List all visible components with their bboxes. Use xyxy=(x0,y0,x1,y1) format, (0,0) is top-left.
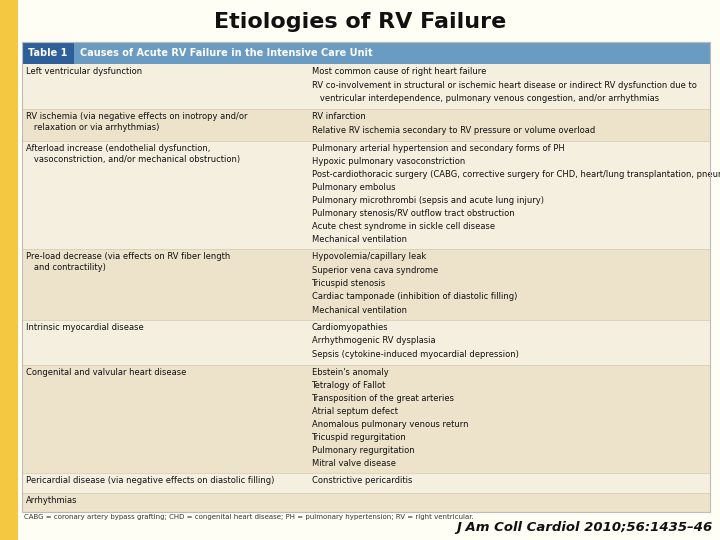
Text: RV ischemia (via negative effects on inotropy and/or
   relaxation or via arrhyt: RV ischemia (via negative effects on ino… xyxy=(26,112,248,132)
Bar xyxy=(22,42,710,512)
Bar xyxy=(22,141,710,249)
Text: CABG = coronary artery bypass grafting; CHD = congenital heart disease; PH = pul: CABG = coronary artery bypass grafting; … xyxy=(24,514,474,520)
Bar xyxy=(22,109,710,141)
Bar xyxy=(22,473,710,492)
Text: Acute chest syndrome in sickle cell disease: Acute chest syndrome in sickle cell dise… xyxy=(312,222,495,231)
Bar xyxy=(22,249,710,320)
Bar xyxy=(22,42,710,64)
Text: Hypoxic pulmonary vasoconstriction: Hypoxic pulmonary vasoconstriction xyxy=(312,157,465,166)
Text: RV infarction: RV infarction xyxy=(312,112,365,121)
Text: Anomalous pulmonary venous return: Anomalous pulmonary venous return xyxy=(312,420,468,429)
Text: Pulmonary regurgitation: Pulmonary regurgitation xyxy=(312,446,414,455)
Text: Constrictive pericarditis: Constrictive pericarditis xyxy=(312,476,412,485)
Bar xyxy=(22,42,74,64)
Text: Relative RV ischemia secondary to RV pressure or volume overload: Relative RV ischemia secondary to RV pre… xyxy=(312,126,595,135)
Text: Afterload increase (endothelial dysfunction,
   vasoconstriction, and/or mechani: Afterload increase (endothelial dysfunct… xyxy=(26,144,240,164)
Text: Atrial septum defect: Atrial septum defect xyxy=(312,407,397,416)
Text: Pulmonary microthrombi (sepsis and acute lung injury): Pulmonary microthrombi (sepsis and acute… xyxy=(312,196,544,205)
Text: Etiologies of RV Failure: Etiologies of RV Failure xyxy=(214,12,506,32)
Text: Causes of Acute RV Failure in the Intensive Care Unit: Causes of Acute RV Failure in the Intens… xyxy=(80,48,373,58)
Bar xyxy=(22,64,710,109)
Text: Tricuspid stenosis: Tricuspid stenosis xyxy=(312,279,386,288)
Text: Left ventricular dysfunction: Left ventricular dysfunction xyxy=(26,67,142,76)
Text: RV co-involvement in structural or ischemic heart disease or indirect RV dysfunc: RV co-involvement in structural or ische… xyxy=(312,80,696,90)
Text: Pulmonary embolus: Pulmonary embolus xyxy=(312,183,395,192)
Text: Table 1: Table 1 xyxy=(28,48,68,58)
Text: Intrinsic myocardial disease: Intrinsic myocardial disease xyxy=(26,323,144,332)
Text: Post-cardiothoracic surgery (CABG, corrective surgery for CHD, heart/lung transp: Post-cardiothoracic surgery (CABG, corre… xyxy=(312,170,720,179)
Text: J Am Coll Cardiol 2010;56:1435–46: J Am Coll Cardiol 2010;56:1435–46 xyxy=(456,521,712,534)
Text: Tetralogy of Fallot: Tetralogy of Fallot xyxy=(312,381,386,390)
Text: Cardiomyopathies: Cardiomyopathies xyxy=(312,323,388,332)
Text: Mechanical ventilation: Mechanical ventilation xyxy=(312,235,407,245)
Text: Mitral valve disease: Mitral valve disease xyxy=(312,459,395,468)
Text: Ebstein's anomaly: Ebstein's anomaly xyxy=(312,368,388,377)
Bar xyxy=(22,320,710,365)
Text: Tricuspid regurgitation: Tricuspid regurgitation xyxy=(312,433,406,442)
Text: Most common cause of right heart failure: Most common cause of right heart failure xyxy=(312,67,486,76)
Text: Cardiac tamponade (inhibition of diastolic filling): Cardiac tamponade (inhibition of diastol… xyxy=(312,292,517,301)
Text: Superior vena cava syndrome: Superior vena cava syndrome xyxy=(312,266,438,275)
Text: Hypovolemia/capillary leak: Hypovolemia/capillary leak xyxy=(312,253,426,261)
Text: Transposition of the great arteries: Transposition of the great arteries xyxy=(312,394,454,403)
Text: Pulmonary stenosis/RV outflow tract obstruction: Pulmonary stenosis/RV outflow tract obst… xyxy=(312,210,514,218)
Text: Pre-load decrease (via effects on RV fiber length
   and contractility): Pre-load decrease (via effects on RV fib… xyxy=(26,253,230,272)
Text: Mechanical ventilation: Mechanical ventilation xyxy=(312,306,407,314)
Text: ventricular interdependence, pulmonary venous congestion, and/or arrhythmias: ventricular interdependence, pulmonary v… xyxy=(312,94,659,103)
Bar xyxy=(22,364,710,473)
Text: Sepsis (cytokine-induced myocardial depression): Sepsis (cytokine-induced myocardial depr… xyxy=(312,350,518,359)
Text: Pericardial disease (via negative effects on diastolic filling): Pericardial disease (via negative effect… xyxy=(26,476,274,485)
Text: Congenital and valvular heart disease: Congenital and valvular heart disease xyxy=(26,368,186,377)
Text: Arrhythmias: Arrhythmias xyxy=(26,496,78,504)
Bar xyxy=(22,492,710,512)
Text: Arrhythmogenic RV dysplasia: Arrhythmogenic RV dysplasia xyxy=(312,336,435,346)
Text: Pulmonary arterial hypertension and secondary forms of PH: Pulmonary arterial hypertension and seco… xyxy=(312,144,564,153)
Bar xyxy=(0,0,18,540)
